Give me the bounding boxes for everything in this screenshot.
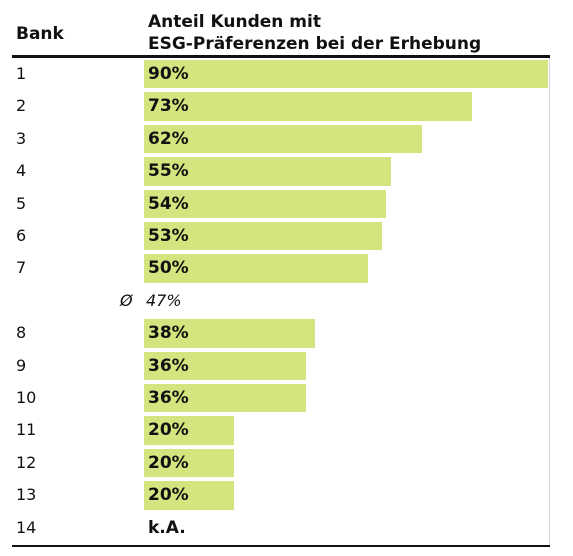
data-label: 38% [148,323,189,344]
data-label: 90% [148,64,189,84]
value-column-header-line1: Anteil Kunden mit [148,12,321,32]
bar [144,157,391,186]
header-rule [12,55,550,58]
bar [144,254,369,283]
bar [144,448,234,478]
bank-label: 13 [16,485,37,505]
data-label: 53% [148,226,189,246]
data-label: k.A. [148,517,186,538]
data-label: 20% [148,420,189,441]
bank-label: 10 [16,388,37,407]
bank-label: 6 [16,226,27,245]
data-label: 20% [148,485,189,506]
data-label: 50% [148,258,189,279]
bank-label: 2 [16,96,27,116]
bar [144,481,234,510]
bar [144,351,306,380]
bank-label: 8 [16,323,27,343]
bar [144,319,315,348]
data-label: 54% [148,193,189,214]
data-label: 20% [148,452,189,473]
bar [144,416,234,445]
bank-column-header: Bank [16,24,64,44]
data-label: 62% [148,128,189,149]
bar [144,92,472,121]
average-label: Ø [120,290,133,310]
bank-label: 9 [16,355,27,375]
footer-rule [12,545,550,547]
bar [144,60,548,89]
bank-label: 1 [16,64,27,83]
bank-label: 5 [16,193,27,213]
right-gridline [549,58,550,545]
data-label: 55% [148,161,189,182]
bar [144,222,382,251]
bank-label: 11 [16,420,37,440]
data-label: 36% [148,388,189,408]
bank-label: 3 [16,128,27,148]
data-label: 73% [148,96,189,117]
bar [144,189,387,218]
bank-label: 14 [16,517,37,537]
value-column-header-line2: ESG-Präferenzen bei der Erhebung [148,34,482,54]
bank-label: 4 [16,161,27,181]
bank-label: 7 [16,258,27,278]
data-label: 36% [148,355,189,376]
bar [144,124,423,154]
bar [144,384,306,413]
bank-label: 12 [16,452,37,472]
average-value: 47% [146,290,182,310]
